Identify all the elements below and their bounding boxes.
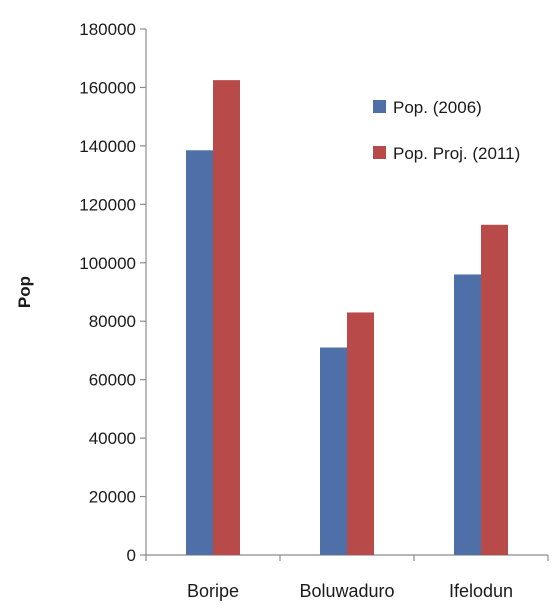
y-tick-label: 180000	[79, 20, 136, 39]
bar-pop-2006	[186, 150, 213, 555]
axes: 0 20000 40000 60000 80000 100000 120000 140000 1…	[79, 20, 549, 601]
y-tick-label: 100000	[79, 254, 136, 273]
y-tick-label: 160000	[79, 78, 136, 97]
bar-pop-proj-2011	[213, 80, 240, 555]
legend-label: Pop. (2006)	[393, 98, 482, 117]
bar-pop-2006	[320, 347, 347, 555]
y-tick-label: 40000	[89, 429, 136, 448]
x-tick-label: Ifelodun	[449, 581, 513, 601]
y-axis-label: Pop	[15, 276, 34, 308]
y-tick-label: 60000	[89, 371, 136, 390]
legend-swatch	[373, 146, 386, 159]
y-tick-label: 120000	[79, 195, 136, 214]
legend-swatch	[373, 100, 386, 113]
legend: Pop. (2006) Pop. Proj. (2011)	[373, 98, 520, 163]
bars	[186, 80, 508, 556]
bar-pop-proj-2011	[347, 312, 374, 555]
x-tick-label: Boripe	[187, 581, 239, 601]
y-tick-label: 80000	[89, 312, 136, 331]
y-tick-label: 0	[127, 546, 136, 565]
x-tick-label: Boluwaduro	[299, 581, 394, 601]
bar-pop-2006	[454, 274, 481, 555]
bar-pop-proj-2011	[481, 224, 508, 556]
legend-label: Pop. Proj. (2011)	[393, 144, 520, 163]
y-tick-label: 140000	[79, 137, 136, 156]
y-tick-label: 20000	[89, 488, 136, 507]
